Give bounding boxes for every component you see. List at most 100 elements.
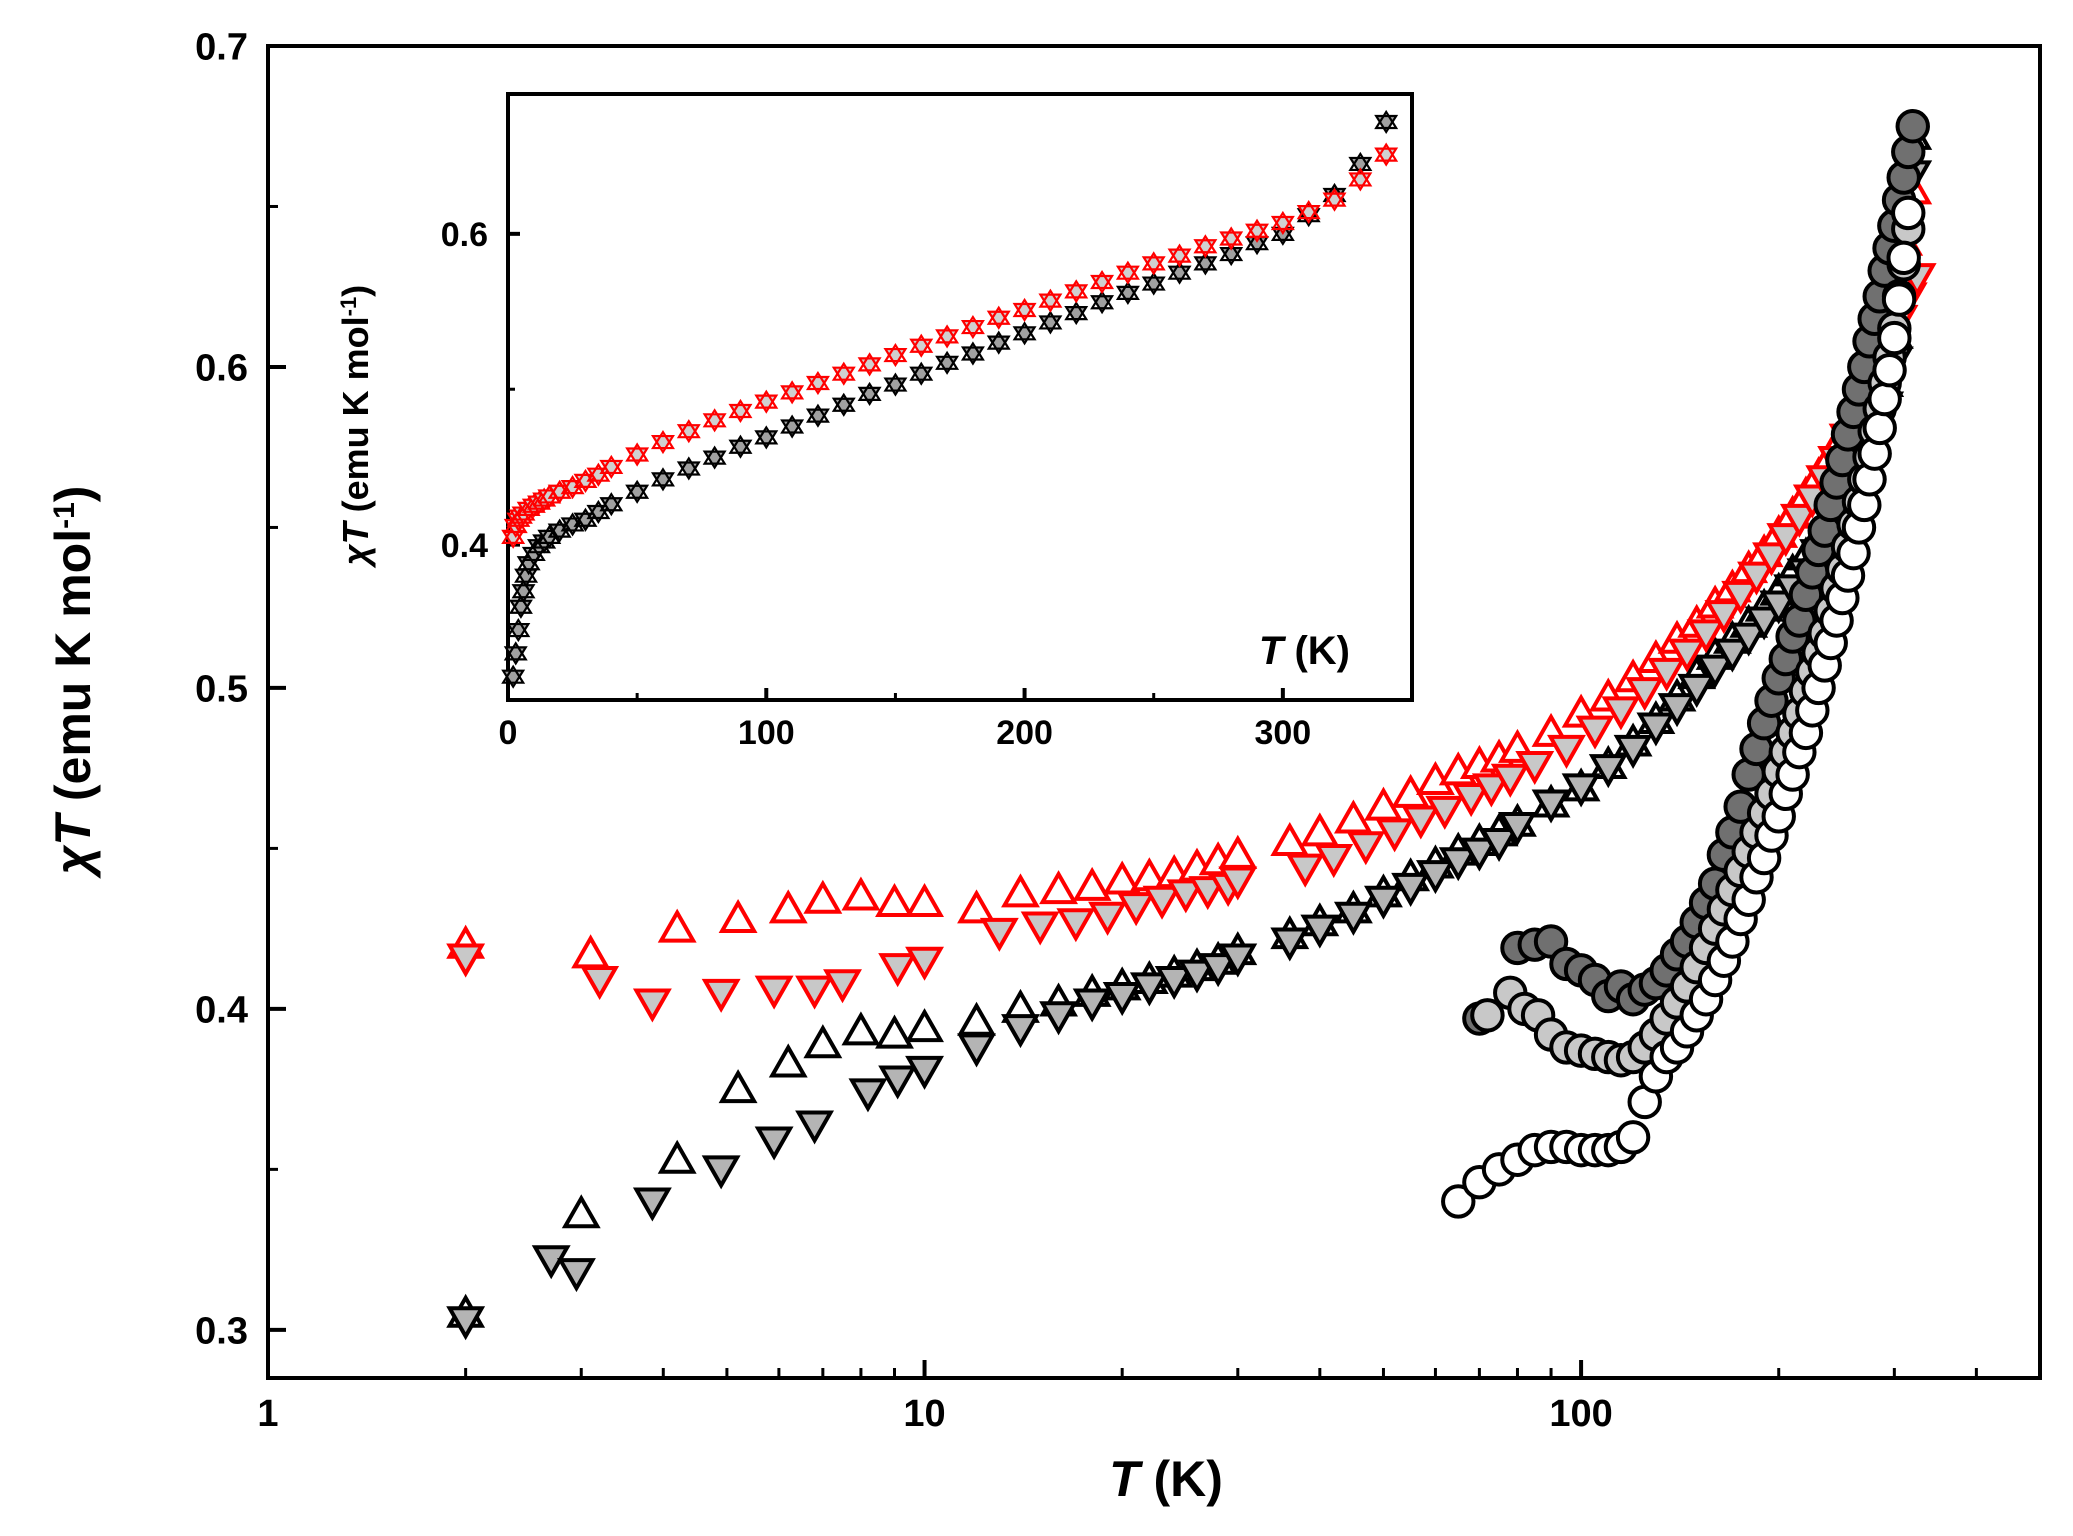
- inset-point: [1064, 279, 1089, 304]
- main-point: [1886, 240, 1921, 276]
- main-point: [1438, 847, 1478, 882]
- main-point: [1872, 352, 1907, 388]
- main-point: [1891, 195, 1926, 231]
- main-point: [1625, 677, 1665, 712]
- main-point: [718, 898, 758, 934]
- inset-point: [728, 398, 753, 424]
- main-point: [1479, 827, 1519, 863]
- main-point: [1561, 773, 1601, 808]
- main-point: [1729, 622, 1769, 657]
- main-point: [1459, 837, 1499, 872]
- inset-point: [1012, 297, 1037, 323]
- inset-point: [1038, 288, 1063, 313]
- main-point: [1752, 542, 1791, 577]
- inset-point: [1296, 200, 1321, 225]
- inset-x-tick-label: 0: [499, 714, 518, 752]
- inset-y-axis-label-symbol: χT: [335, 519, 376, 569]
- inset-series-inset-red: [501, 142, 1399, 549]
- inset-point: [883, 372, 908, 397]
- main-point: [1218, 866, 1258, 901]
- main-point: [1364, 885, 1403, 920]
- main-point: [446, 1306, 486, 1341]
- main-point: [1039, 1001, 1079, 1036]
- main-point: [1657, 693, 1697, 728]
- main-point: [1020, 911, 1060, 946]
- main-x-tick-label: 1: [257, 1393, 278, 1435]
- main-y-tick-label: 0.3: [195, 1311, 248, 1353]
- inset-y-axis-label-close: ): [335, 285, 376, 297]
- main-point: [1737, 561, 1776, 596]
- inset-panel: [508, 94, 1412, 700]
- inset-point: [599, 492, 624, 517]
- main-point: [848, 1078, 888, 1113]
- inset-point: [508, 594, 533, 619]
- main-point: [875, 1014, 914, 1049]
- main-point: [1102, 982, 1142, 1017]
- main-point: [657, 1139, 697, 1174]
- main-point: [1198, 953, 1238, 988]
- inset-point: [883, 342, 908, 368]
- main-data-points: [446, 109, 1937, 1341]
- main-axes: 1 10 100 0.3 0.4 0.5 0.6 0.7: [195, 27, 2042, 1435]
- inset-point: [831, 392, 856, 417]
- main-point: [1001, 1014, 1040, 1049]
- inset-point: [960, 315, 985, 340]
- main-point: [803, 1024, 843, 1059]
- main-point: [1001, 873, 1040, 908]
- main-point: [1895, 109, 1930, 144]
- inset-point: [537, 524, 562, 549]
- main-point: [1346, 831, 1386, 866]
- main-y-tick-label: 0.4: [195, 990, 248, 1032]
- main-point: [1166, 879, 1206, 914]
- inset-point: [986, 305, 1011, 330]
- inset-point: [754, 425, 779, 450]
- main-point: [905, 1008, 944, 1043]
- main-point: [1451, 783, 1491, 818]
- inset-point: [1374, 142, 1399, 167]
- main-point: [957, 1033, 996, 1068]
- inset-point: [1115, 280, 1140, 305]
- inset-point: [857, 381, 882, 406]
- main-point: [803, 879, 843, 914]
- inset-point: [935, 324, 960, 349]
- inset-point: [805, 370, 830, 396]
- main-point: [1881, 282, 1917, 317]
- main-series-red-down-gray: [446, 263, 1937, 1023]
- inset-background: [508, 94, 1412, 700]
- inset-point: [702, 408, 727, 433]
- inset-point: [650, 467, 675, 492]
- main-y-axis-label-unit: (emu K mol: [45, 529, 101, 815]
- main-point: [905, 882, 944, 917]
- main-plot-frame: [266, 44, 2042, 1380]
- main-point: [1862, 410, 1897, 446]
- inset-point: [1322, 187, 1347, 212]
- inset-point: [1115, 260, 1140, 285]
- main-point: [878, 953, 918, 988]
- main-x-axis-label-unit: (K): [1140, 1451, 1223, 1507]
- main-y-axis-label: χT (emu K mol-1): [45, 486, 101, 880]
- main-y-axis-label-exponent: -1: [48, 502, 81, 529]
- main-point: [1779, 503, 1819, 538]
- main-point: [1498, 811, 1537, 846]
- inset-point: [1270, 210, 1295, 236]
- inset-point: [1193, 234, 1218, 259]
- inset-point: [1348, 167, 1373, 192]
- inset-point: [1141, 271, 1166, 296]
- main-point: [1766, 523, 1806, 558]
- inset-point: [1374, 109, 1399, 135]
- main-point: [1615, 1120, 1651, 1155]
- main-x-axis-label-symbol: T: [1109, 1451, 1144, 1507]
- inset-point: [909, 333, 934, 358]
- main-point: [1116, 892, 1156, 927]
- main-point: [1177, 959, 1217, 994]
- inset-point: [506, 618, 531, 643]
- main-x-tick-label: 100: [1549, 1393, 1612, 1435]
- main-series-circle-open: [1441, 195, 1926, 1219]
- main-point: [1056, 908, 1096, 943]
- main-point: [878, 1065, 918, 1100]
- inset-axes: 0 100 200 300 0.4 0.6: [441, 92, 1414, 752]
- main-point: [1613, 734, 1653, 769]
- inset-point: [1219, 226, 1244, 251]
- main-point: [979, 917, 1019, 952]
- main-point: [657, 908, 697, 943]
